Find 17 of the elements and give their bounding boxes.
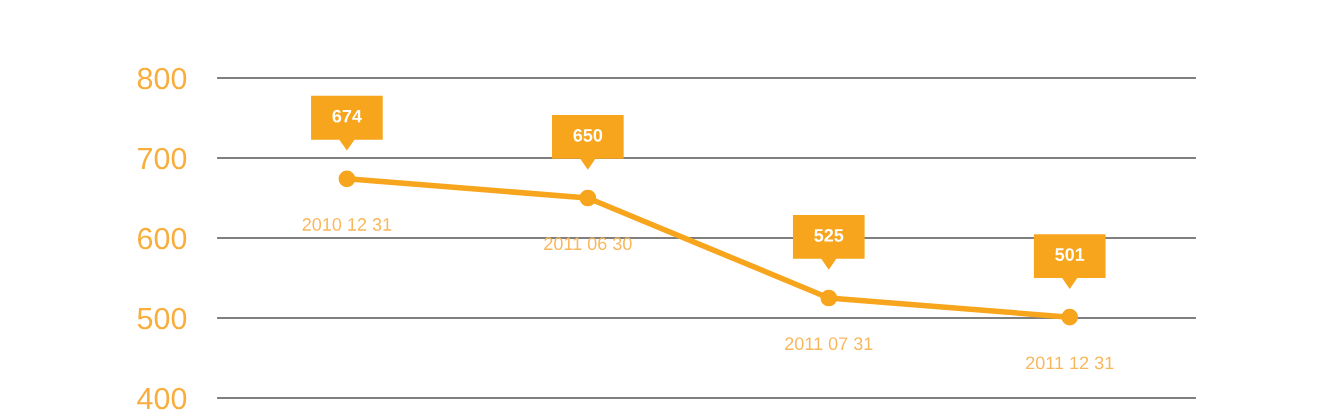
y-tick-label: 700 <box>138 147 187 170</box>
y-tick-label: 500 <box>137 307 187 330</box>
data-label: 525 <box>814 228 844 242</box>
point <box>820 289 838 307</box>
point <box>338 170 356 188</box>
y-tick-label: 400 <box>137 387 187 410</box>
y-tick-label: 800 <box>137 67 187 90</box>
point <box>579 189 597 207</box>
y-tick-label: 600 <box>138 227 187 250</box>
data-label: 501 <box>1055 248 1085 261</box>
data-label: 650 <box>573 128 603 142</box>
x-tick-label: 2011 07 31 <box>785 337 873 351</box>
point <box>1061 308 1079 326</box>
x-tick-label: 2011 12 31 <box>1026 356 1114 370</box>
x-tick-label: 2010 12 31 <box>302 218 392 231</box>
data-label: 674 <box>332 109 362 123</box>
x-tick-label: 2011 06 30 <box>544 237 632 251</box>
